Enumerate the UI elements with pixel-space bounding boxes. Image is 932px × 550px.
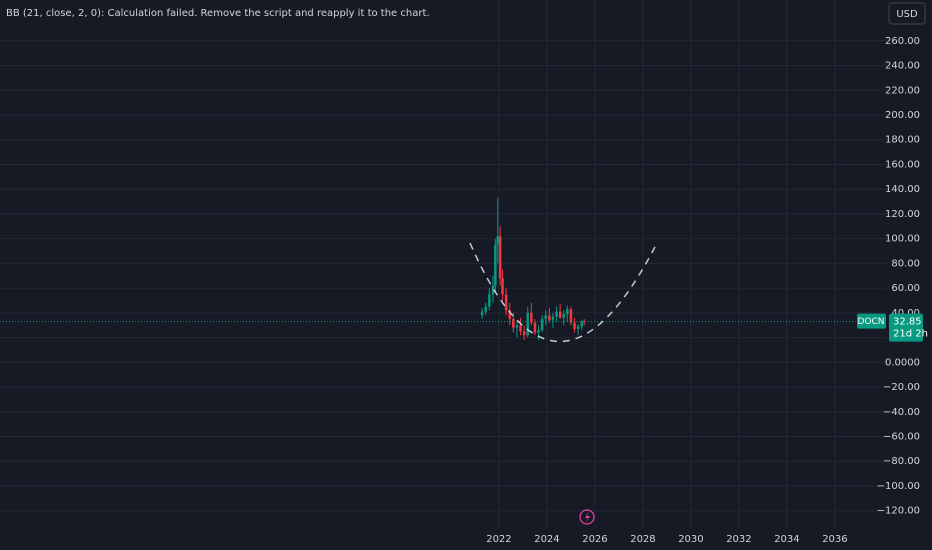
icon-bolt[interactable] (585, 511, 590, 523)
candle-body (504, 294, 508, 311)
y-tick-label: 260.00 (885, 36, 920, 47)
candle-body (573, 322, 576, 329)
candle-body (498, 236, 502, 279)
candle-body (569, 309, 573, 323)
candle-body (580, 321, 583, 327)
candle-body (555, 311, 558, 317)
x-tick-label: 2026 (582, 534, 607, 545)
candle-body (491, 285, 495, 295)
candle-body (544, 315, 547, 320)
x-tick-label: 2034 (774, 534, 799, 545)
x-tick-label: 2032 (726, 534, 751, 545)
y-tick-label: 240.00 (885, 61, 920, 72)
candle-body (484, 306, 487, 312)
candle-body (548, 315, 551, 321)
candle-body (515, 325, 519, 328)
axis: 260.00 240.00 220.00 200.00 180.00 160.00 140.… (486, 36, 928, 545)
y-tick-label: 40.00 (891, 308, 920, 319)
y-tick-label: 140.00 (885, 184, 920, 195)
symbol-label: DOCN (857, 317, 884, 327)
candle-body (537, 330, 540, 333)
y-tick-label: 120.00 (885, 209, 920, 220)
candle-body (512, 319, 515, 328)
y-tick-label: −40.00 (883, 407, 920, 418)
candle-body (576, 326, 580, 329)
last-price-label: 32.85 (893, 317, 922, 328)
x-tick-label: 2028 (630, 534, 655, 545)
price-tag (889, 313, 923, 342)
grid (0, 0, 887, 528)
candle-body (488, 294, 491, 307)
candle-body (582, 321, 586, 323)
x-tick-label: 2024 (534, 534, 559, 545)
candle-body (566, 309, 569, 315)
symbol-tag (857, 313, 886, 329)
indicator-notice: BB (21, close, 2, 0): Calculation failed… (6, 8, 430, 19)
y-tick-label: 180.00 (885, 135, 920, 146)
candle-body (551, 316, 555, 321)
x-tick-label: 2036 (822, 534, 847, 545)
y-tick-label: 200.00 (885, 110, 920, 121)
candle-body (494, 244, 497, 286)
currency[interactable]: USD (896, 9, 918, 20)
y-tick-label: −60.00 (883, 431, 920, 442)
countdown-label: 21d 2h (893, 329, 928, 340)
candle-body (540, 319, 544, 331)
y-tick-label: −20.00 (883, 382, 920, 393)
candle-body (526, 312, 529, 336)
y-tick-label: 100.00 (885, 234, 920, 245)
candle-body (533, 322, 537, 333)
candle-body (522, 331, 526, 336)
icon-ring[interactable] (579, 509, 595, 525)
y-tick-label: −100.00 (877, 481, 920, 492)
currency-button[interactable] (888, 2, 926, 25)
candle-body (480, 311, 484, 316)
candle-body (496, 236, 499, 245)
y-tick-label: 0.0000 (885, 357, 920, 368)
x-tick-label: 2030 (678, 534, 703, 545)
candle-body (530, 312, 533, 323)
x-tick-label: 2022 (486, 534, 511, 545)
candle-body (562, 314, 565, 318)
y-tick-label: 60.00 (891, 283, 920, 294)
y-tick-label: 80.00 (891, 258, 920, 269)
y-tick-label: −80.00 (883, 456, 920, 467)
y-tick-label: −120.00 (877, 506, 920, 517)
y-tick-label: 160.00 (885, 159, 920, 170)
y-tick-label: 220.00 (885, 85, 920, 96)
candle-body (519, 325, 522, 332)
candles (0, 197, 887, 341)
candle-body (508, 310, 511, 320)
candle-body (501, 278, 504, 295)
replay-icon[interactable] (579, 509, 595, 525)
candle-body (558, 311, 562, 318)
